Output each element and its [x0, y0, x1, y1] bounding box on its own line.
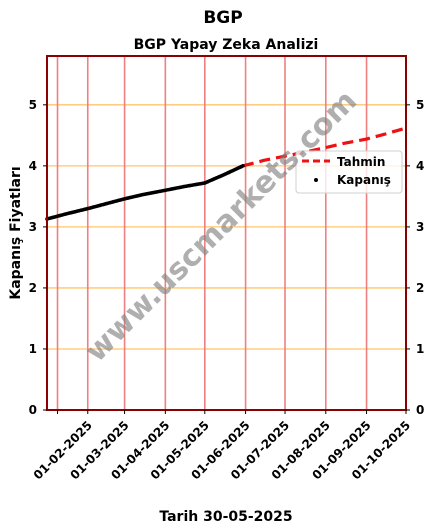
legend-swatch-close: [314, 178, 318, 182]
y-tick-label: 2: [29, 281, 37, 295]
y-ticks-left: 0 1 2 3 4 5: [29, 98, 47, 417]
series-layer: [45, 126, 407, 221]
y-tick-label: 5: [416, 98, 424, 112]
plot-frame: [46, 55, 407, 411]
y-ticks-right: 0 1 2 3 4 5: [406, 98, 424, 417]
y-axis-label: Kapanış Fiyatları: [8, 166, 24, 299]
y-tick-label: 1: [416, 342, 424, 356]
y-tick-label: 3: [29, 220, 37, 234]
grid-layer: [47, 56, 407, 411]
y-tick-label: 1: [29, 342, 37, 356]
y-tick-label: 3: [416, 220, 424, 234]
y-tick-label: 0: [416, 403, 424, 417]
y-tick-label: 5: [29, 98, 37, 112]
x-axis-label: Tarih 30-05-2025: [159, 509, 292, 525]
close-point: [241, 164, 245, 168]
legend: Tahmin Kapanış: [295, 150, 403, 194]
y-tick-label: 4: [416, 159, 424, 173]
legend-label-forecast: Tahmin: [337, 155, 385, 169]
y-tick-label: 2: [416, 281, 424, 295]
chart-subtitle: BGP Yapay Zeka Analizi: [134, 37, 319, 53]
y-tick-label: 0: [29, 403, 37, 417]
legend-box: [295, 150, 403, 194]
legend-label-close: Kapanış: [337, 173, 391, 187]
x-ticks: 01-02-202501-03-202501-04-202501-05-2025…: [31, 410, 413, 482]
chart-title: BGP: [203, 8, 242, 28]
forecast-line: [242, 126, 407, 168]
y-tick-label: 4: [29, 159, 37, 173]
